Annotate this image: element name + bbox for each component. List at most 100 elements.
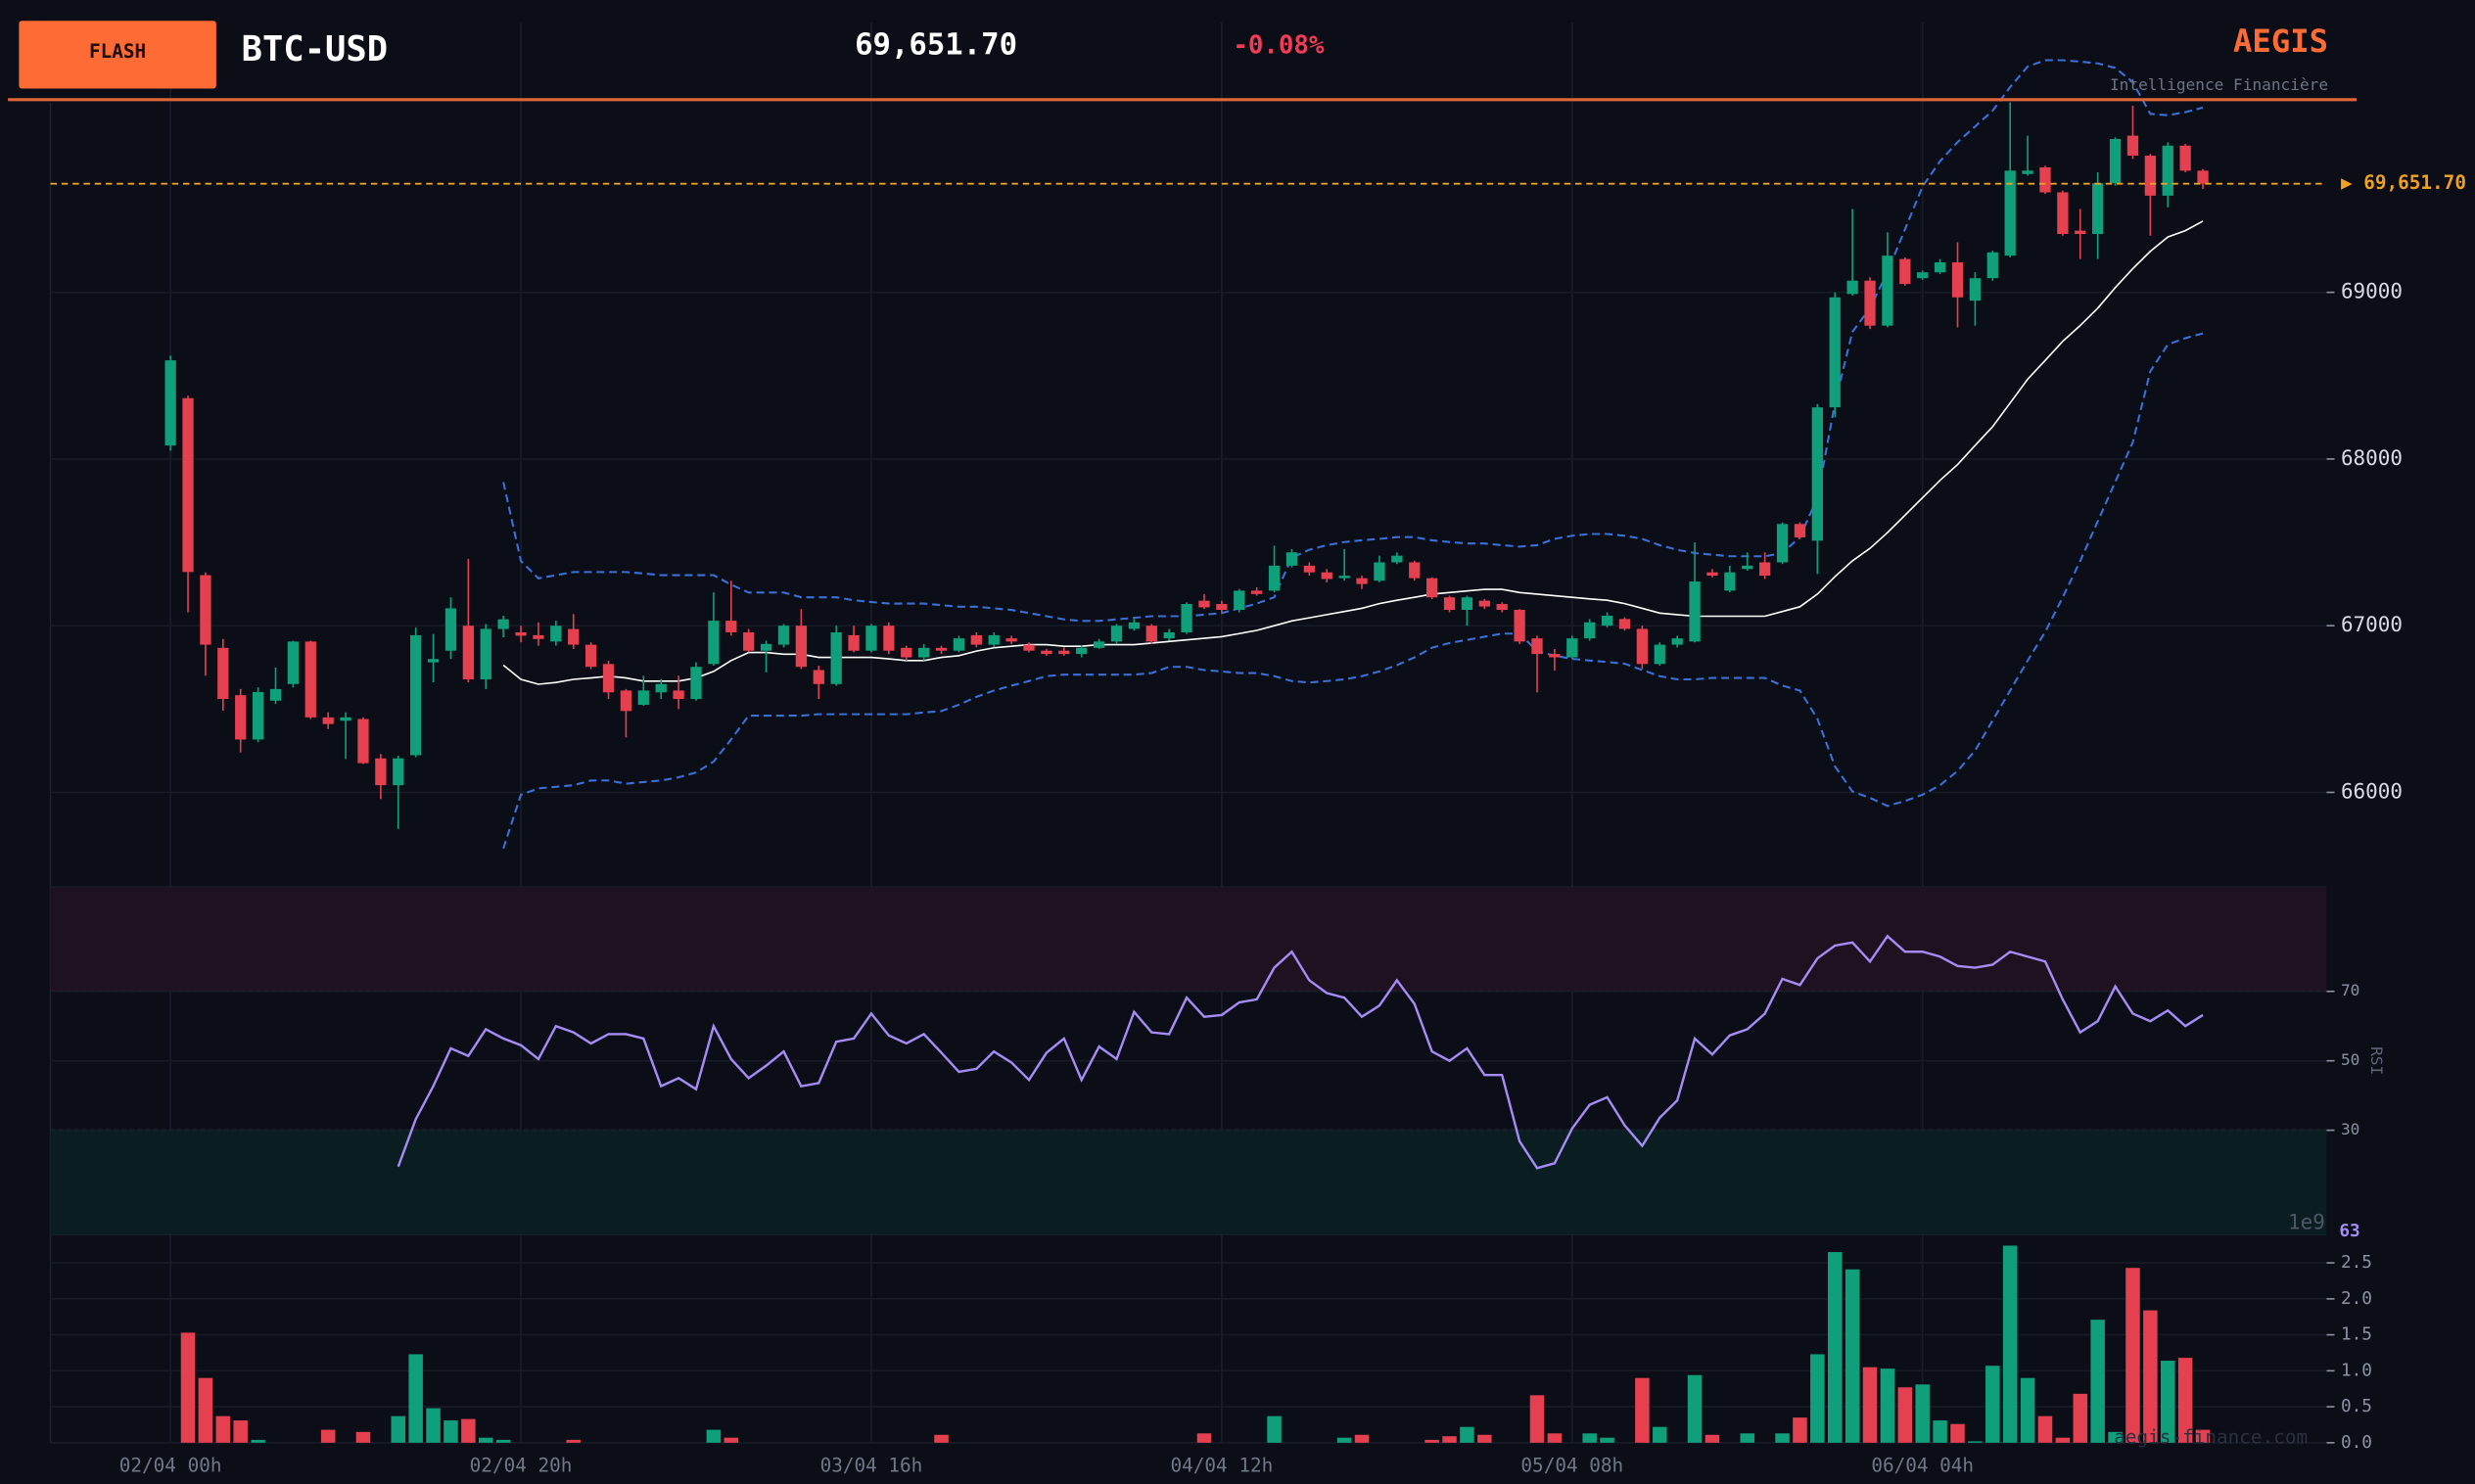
candle-body	[1864, 280, 1876, 326]
volume-bar	[495, 1439, 511, 1443]
volume-bar	[2090, 1320, 2105, 1443]
candle-body	[1303, 565, 1315, 573]
candle-body	[1969, 278, 1982, 301]
candle-body	[1198, 600, 1210, 608]
volume-bar	[1635, 1377, 1650, 1443]
candle-body	[2109, 138, 2122, 184]
candle-body	[427, 659, 440, 663]
volume-bar	[2125, 1268, 2140, 1443]
candle-body	[1110, 626, 1123, 642]
candle-body	[584, 644, 597, 668]
candle-body	[2126, 135, 2139, 157]
y-tick-label: 66000	[2341, 779, 2403, 803]
volume-bar	[1477, 1434, 1492, 1443]
candle-body	[252, 691, 264, 740]
x-tick-label: 05/04 08h	[1520, 1455, 1623, 1477]
candle-body	[743, 631, 755, 651]
volume-bar	[2161, 1361, 2175, 1443]
volume-bar	[2055, 1437, 2071, 1443]
volume-bar	[444, 1420, 458, 1443]
candle-body	[444, 608, 457, 651]
candle-body	[1268, 565, 1281, 591]
volume-bar	[2143, 1310, 2158, 1443]
candle-body	[533, 634, 544, 639]
candle-body	[2004, 170, 2016, 256]
candle-body	[1934, 261, 1946, 273]
candle-body	[550, 626, 562, 642]
volume-bar	[1793, 1417, 1807, 1443]
candle-body	[1251, 590, 1263, 594]
y-tick-label: 1.5	[2341, 1325, 2372, 1345]
candle-body	[1005, 638, 1017, 642]
volume-bar	[566, 1439, 581, 1443]
candle-body	[217, 647, 229, 700]
candle-body	[1216, 604, 1228, 610]
candle-body	[164, 360, 176, 446]
candle-body	[901, 647, 912, 658]
volume-bar	[355, 1431, 371, 1443]
volume-bar	[1968, 1441, 1983, 1443]
x-tick-label: 02/04 00h	[119, 1455, 222, 1477]
candle-body	[953, 638, 965, 651]
candle-body	[200, 575, 211, 645]
candle-body	[2092, 183, 2104, 235]
candle-body	[1742, 565, 1753, 570]
zone	[50, 1130, 2327, 1235]
candle-body	[1163, 631, 1175, 639]
candle-body	[1425, 578, 1438, 598]
volume-bar	[724, 1437, 739, 1443]
candle-body	[1285, 552, 1298, 566]
candle-body	[883, 626, 895, 651]
candle-body	[1794, 524, 1806, 537]
volume-bar	[426, 1408, 441, 1443]
candle-body	[2075, 230, 2086, 235]
candle-body	[2144, 156, 2157, 196]
candle-body	[1058, 650, 1070, 655]
candle-body	[340, 717, 351, 721]
candle-body	[1374, 562, 1385, 581]
candle-body	[1496, 604, 1508, 610]
candle-body	[637, 690, 649, 706]
volume-bar	[1547, 1433, 1563, 1443]
y-tick-label: 70	[2341, 981, 2359, 999]
badge-box	[19, 21, 216, 89]
candle-body	[760, 643, 772, 651]
volume-bar	[1775, 1433, 1790, 1443]
overlay-line	[502, 332, 2204, 850]
candle-body	[1409, 562, 1421, 579]
candle-body	[620, 690, 632, 712]
volume-bar	[1915, 1384, 1930, 1443]
volume-bar	[2037, 1415, 2053, 1443]
volume-bar	[1442, 1436, 1457, 1443]
candle-body	[970, 634, 982, 645]
last-value-label: 63	[2339, 1222, 2359, 1241]
candle-body	[1128, 622, 1141, 629]
volume-bar	[2177, 1358, 2193, 1443]
volume-bar	[1897, 1387, 1913, 1443]
y-tick-label: 2.5	[2341, 1253, 2372, 1273]
overlay-line	[502, 59, 2204, 623]
candle-body	[1356, 578, 1368, 584]
volume-bar	[1424, 1439, 1439, 1443]
candle-body	[1443, 597, 1456, 610]
y-tick-label: 30	[2341, 1120, 2359, 1138]
candle-body	[673, 690, 684, 700]
candle-body	[568, 628, 580, 645]
candle-body	[777, 626, 790, 645]
price: 69,651.70	[855, 28, 1017, 63]
candle-body	[1041, 650, 1052, 655]
zone	[50, 887, 2327, 992]
scale-label: 1e9	[2288, 1211, 2325, 1234]
candle-body	[182, 397, 194, 573]
candle-body	[515, 631, 527, 636]
volume-bar	[1985, 1366, 2000, 1443]
volume-bar	[1933, 1420, 1947, 1443]
volume-bar	[706, 1429, 722, 1443]
panels: 02/04 00h 02/04 20h 03/04 16h 04/04 12h 05/0…	[49, 22, 2466, 1477]
volume-bar	[1740, 1433, 1755, 1443]
candle-body	[1531, 638, 1543, 655]
candle-body	[2057, 192, 2069, 235]
volume-bar	[251, 1439, 265, 1443]
volume-bar	[1950, 1423, 1965, 1443]
